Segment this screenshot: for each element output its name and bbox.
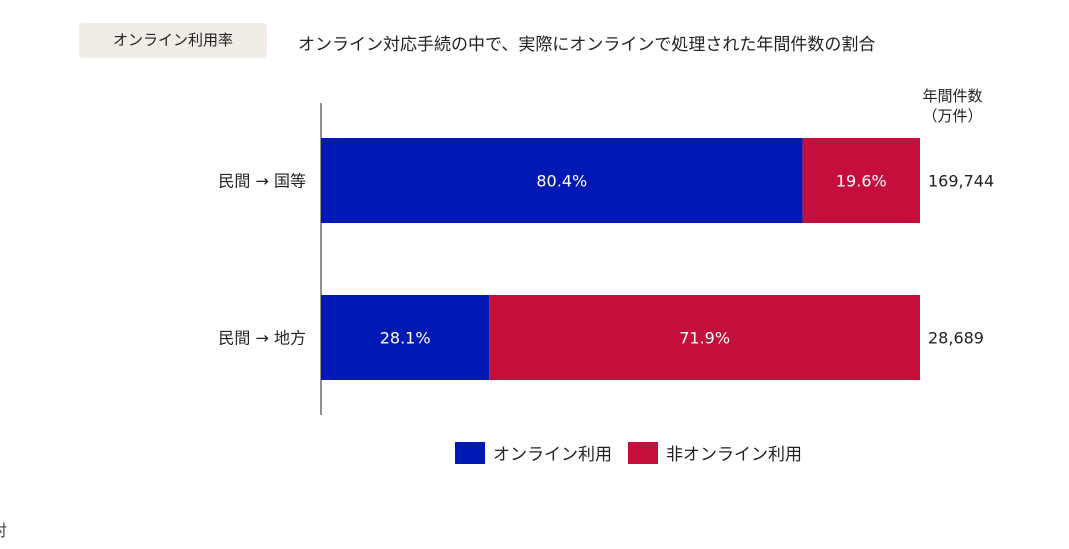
annual-count-value: 28,689 bbox=[928, 329, 984, 348]
category-label: 民間 → 地方 bbox=[218, 329, 306, 348]
bar-segment bbox=[489, 295, 920, 380]
legend-label-online: オンライン利用 bbox=[493, 445, 612, 465]
legend-swatch-offline bbox=[628, 441, 658, 464]
bar-segment bbox=[321, 295, 490, 380]
annual-count-value: 169,744 bbox=[928, 172, 994, 191]
legend: オンライン利用 非オンライン利用 bbox=[455, 440, 818, 465]
legend-item-offline: 非オンライン利用 bbox=[628, 440, 802, 465]
annual-count-header-line2: （万件） bbox=[922, 107, 983, 125]
bar-segment bbox=[802, 138, 920, 223]
legend-item-online: オンライン利用 bbox=[455, 440, 612, 465]
annual-count-header-line1: 年間件数 bbox=[922, 87, 983, 105]
annual-count-header: 年間件数 （万件） bbox=[905, 86, 1000, 126]
chart-title: オンライン対応手続の中で、実際にオンラインで処理された年間件数の割合 bbox=[298, 35, 876, 55]
data-label: 28.1% bbox=[380, 329, 431, 348]
bar-segment bbox=[321, 138, 803, 223]
category-label: 民間 → 国等 bbox=[218, 172, 306, 191]
section-badge: オンライン利用率 bbox=[79, 23, 267, 58]
footer-fragment: 対 bbox=[0, 517, 7, 541]
legend-label-offline: 非オンライン利用 bbox=[666, 445, 802, 465]
data-label: 71.9% bbox=[679, 329, 730, 348]
data-label: 80.4% bbox=[536, 172, 587, 191]
legend-swatch-online bbox=[455, 441, 485, 464]
data-label: 19.6% bbox=[836, 172, 887, 191]
